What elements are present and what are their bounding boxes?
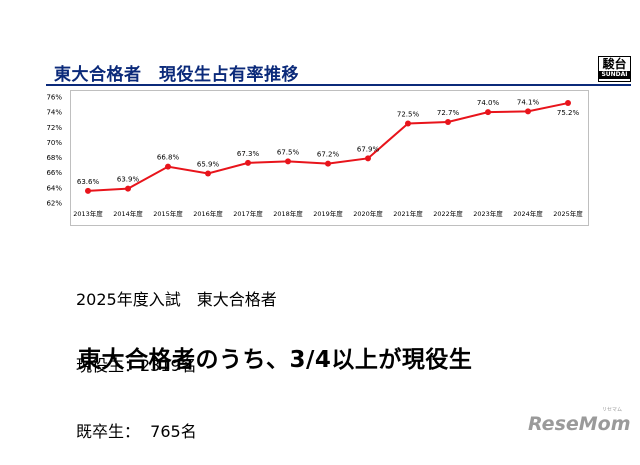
y-tick-label: 76% — [46, 94, 62, 102]
x-tick-label: 2022年度 — [433, 209, 463, 218]
data-label: 63.6% — [77, 178, 100, 186]
y-tick-label: 66% — [46, 169, 62, 177]
series-line — [87, 102, 569, 192]
data-point — [405, 120, 411, 127]
x-tick-label: 2018年度 — [273, 209, 303, 218]
x-tick-label: 2013年度 — [73, 209, 103, 218]
sundai-logo: 駿台 SUNDAI — [598, 56, 631, 82]
y-tick-label: 70% — [46, 139, 62, 147]
chart-frame — [70, 90, 589, 226]
data-point — [165, 163, 171, 170]
y-tick-label: 72% — [46, 124, 62, 132]
resemom-watermark: ReseMom — [528, 413, 631, 435]
data-label: 72.7% — [437, 109, 460, 117]
conclusion-text: 東大合格者のうち、3/4以上が現役生 — [78, 347, 473, 373]
data-point — [285, 158, 291, 165]
data-point — [565, 100, 571, 107]
logo-main-text: 駿台 — [602, 57, 627, 71]
y-tick-label: 74% — [46, 109, 62, 117]
x-tick-label: 2023年度 — [473, 209, 503, 218]
data-label: 74.0% — [477, 99, 500, 107]
x-tick-label: 2025年度 — [553, 209, 583, 218]
y-tick-label: 62% — [46, 200, 62, 208]
data-point — [325, 160, 331, 167]
x-tick-label: 2024年度 — [513, 209, 543, 218]
y-tick-label: 64% — [46, 184, 62, 192]
data-label: 65.9% — [197, 160, 220, 168]
data-point — [125, 185, 131, 192]
data-point — [525, 108, 531, 115]
data-point — [365, 155, 371, 162]
title-underline — [46, 84, 631, 86]
resemom-watermark-kana: リセマム — [602, 407, 623, 413]
stats-block: 2025年度入試 東大合格者 現役生：2319名 既卒生： 765名 — [76, 245, 277, 465]
stats-current-students: 現役生：2319名 — [76, 356, 197, 375]
x-tick-label: 2021年度 — [393, 209, 423, 218]
x-tick-label: 2017年度 — [233, 209, 263, 218]
x-tick-label: 2016年度 — [193, 209, 223, 218]
data-label: 67.2% — [317, 151, 340, 159]
data-point — [205, 170, 211, 177]
x-tick-label: 2020年度 — [353, 209, 383, 218]
stats-graduates: 既卒生： 765名 — [76, 422, 197, 441]
data-label: 74.1% — [517, 98, 540, 106]
data-point — [445, 118, 451, 125]
line-chart: 62% 64% 66% 68% 70% 72% 74% 76% 2013年度 2014年度 2015… — [46, 94, 583, 219]
x-tick-label: 2015年度 — [153, 209, 183, 218]
stats-heading: 2025年度入試 東大合格者 — [76, 290, 277, 309]
data-point — [485, 109, 491, 116]
page-title: 東大合格者 現役生占有率推移 — [54, 65, 299, 85]
data-label: 63.9% — [117, 176, 140, 184]
data-label: 67.5% — [277, 148, 300, 156]
data-point — [245, 159, 251, 166]
x-tick-label: 2014年度 — [113, 209, 143, 218]
data-label: 67.3% — [237, 150, 260, 158]
data-label: 75.2% — [557, 109, 580, 117]
y-tick-label: 68% — [46, 154, 62, 162]
data-label: 67.9% — [357, 145, 380, 153]
x-tick-label: 2019年度 — [313, 209, 343, 218]
data-label: 72.5% — [397, 111, 420, 119]
logo-sub-text: SUNDAI — [599, 71, 630, 79]
data-point — [85, 187, 91, 194]
data-label: 66.8% — [157, 154, 180, 162]
